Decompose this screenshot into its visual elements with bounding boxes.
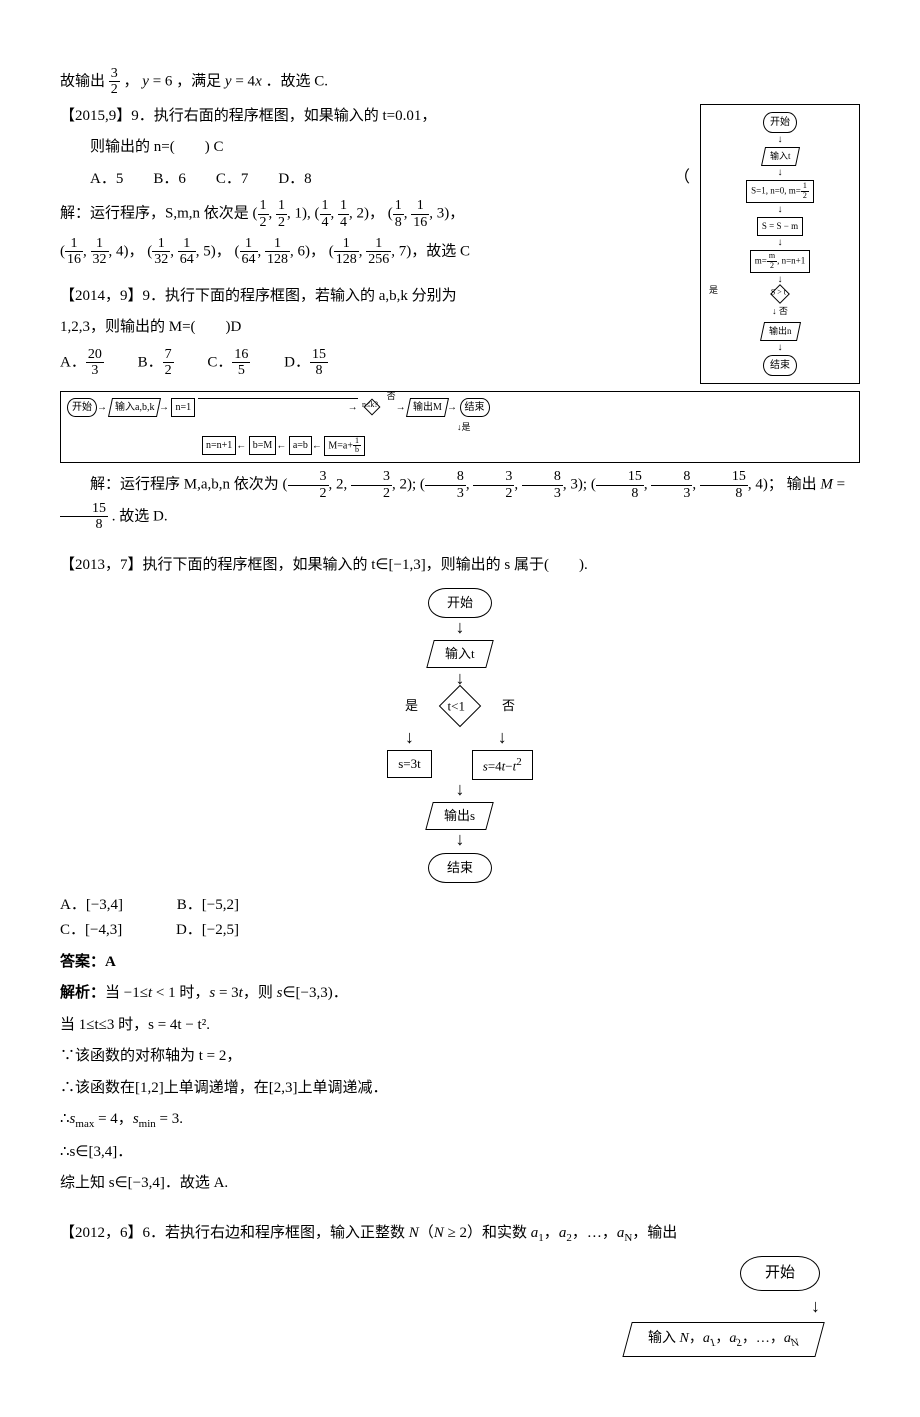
fc-input: 输入t: [761, 147, 800, 166]
fc-s: S = S − m: [757, 217, 803, 236]
output-line-1: 故输出 32 ， y = 6 ，满足 y = 4x ．故选 C.: [60, 66, 860, 98]
open-paren: （: [674, 164, 690, 191]
fc-cond: S > t: [770, 284, 790, 304]
flowchart-2013: 开始 ↓ 输入t ↓ 是 t<1 否 ↓ s=3t ↓ s=4t−t2 ↓ 输出…: [310, 588, 610, 882]
fc-m: m=m2, n=n+1: [750, 250, 810, 273]
fc-init: S=1, n=0, m=12: [746, 180, 814, 203]
q2013-s2: 当 1≤t≤3 时，s = 4t − t².: [60, 1013, 860, 1039]
t: 故输出: [60, 73, 105, 89]
q2013-opts: A．[−3,4] B．[−5,2] C．[−4,3] D．[−2,5]: [60, 893, 860, 944]
q2013-s5: ∴smax = 4，smin = 3.: [60, 1107, 860, 1134]
q2013-ans: 答案：A: [60, 950, 860, 976]
q2014-sol: 解：运行程序 M,a,b,n 依次为 (32, 2, 32, 2); (83, …: [60, 469, 860, 533]
frac-x: 32: [109, 66, 120, 98]
q2013-s1: 解析：当 −1≤t < 1 时，s = 3t，则 s∈[−3,3)．: [60, 981, 860, 1007]
q2012-title: 【2012，6】6．若执行右边和程序框图，输入正整数 N（N ≥ 2）和实数 a…: [60, 1221, 860, 1248]
q2013-s6: ∴s∈[3,4]．: [60, 1140, 860, 1166]
fc-end: 结束: [763, 355, 797, 376]
flowchart-2015: 开始 ↓ 输入t ↓ S=1, n=0, m=12 ↓ S = S − m ↓ …: [700, 104, 860, 384]
flowchart-2012-partial: 开始 ↓ 输入 N，a1，a2，…，aN: [60, 1256, 860, 1358]
q2013-title: 【2013，7】执行下面的程序框图，如果输入的 t∈[−1,3]，则输出的 s …: [60, 553, 860, 579]
fc-out: 输出n: [760, 322, 801, 341]
flowchart-2014: 开始→ 输入a,b,k→ n=1 → n≤k? 否→ 输出M→ 结束 ↓是 n=…: [60, 391, 860, 464]
q2013-s4: ∴该函数在[1,2]上单调递增，在[2,3]上单调递减．: [60, 1076, 860, 1102]
t2: ， y = 6 ，满足 y = 4x ．故选 C.: [124, 73, 328, 89]
q2013-s3: ∵该函数的对称轴为 t = 2，: [60, 1044, 860, 1070]
q2013-s7: 综上知 s∈[−3,4]．故选 A.: [60, 1171, 860, 1197]
fc-start: 开始: [763, 112, 797, 133]
